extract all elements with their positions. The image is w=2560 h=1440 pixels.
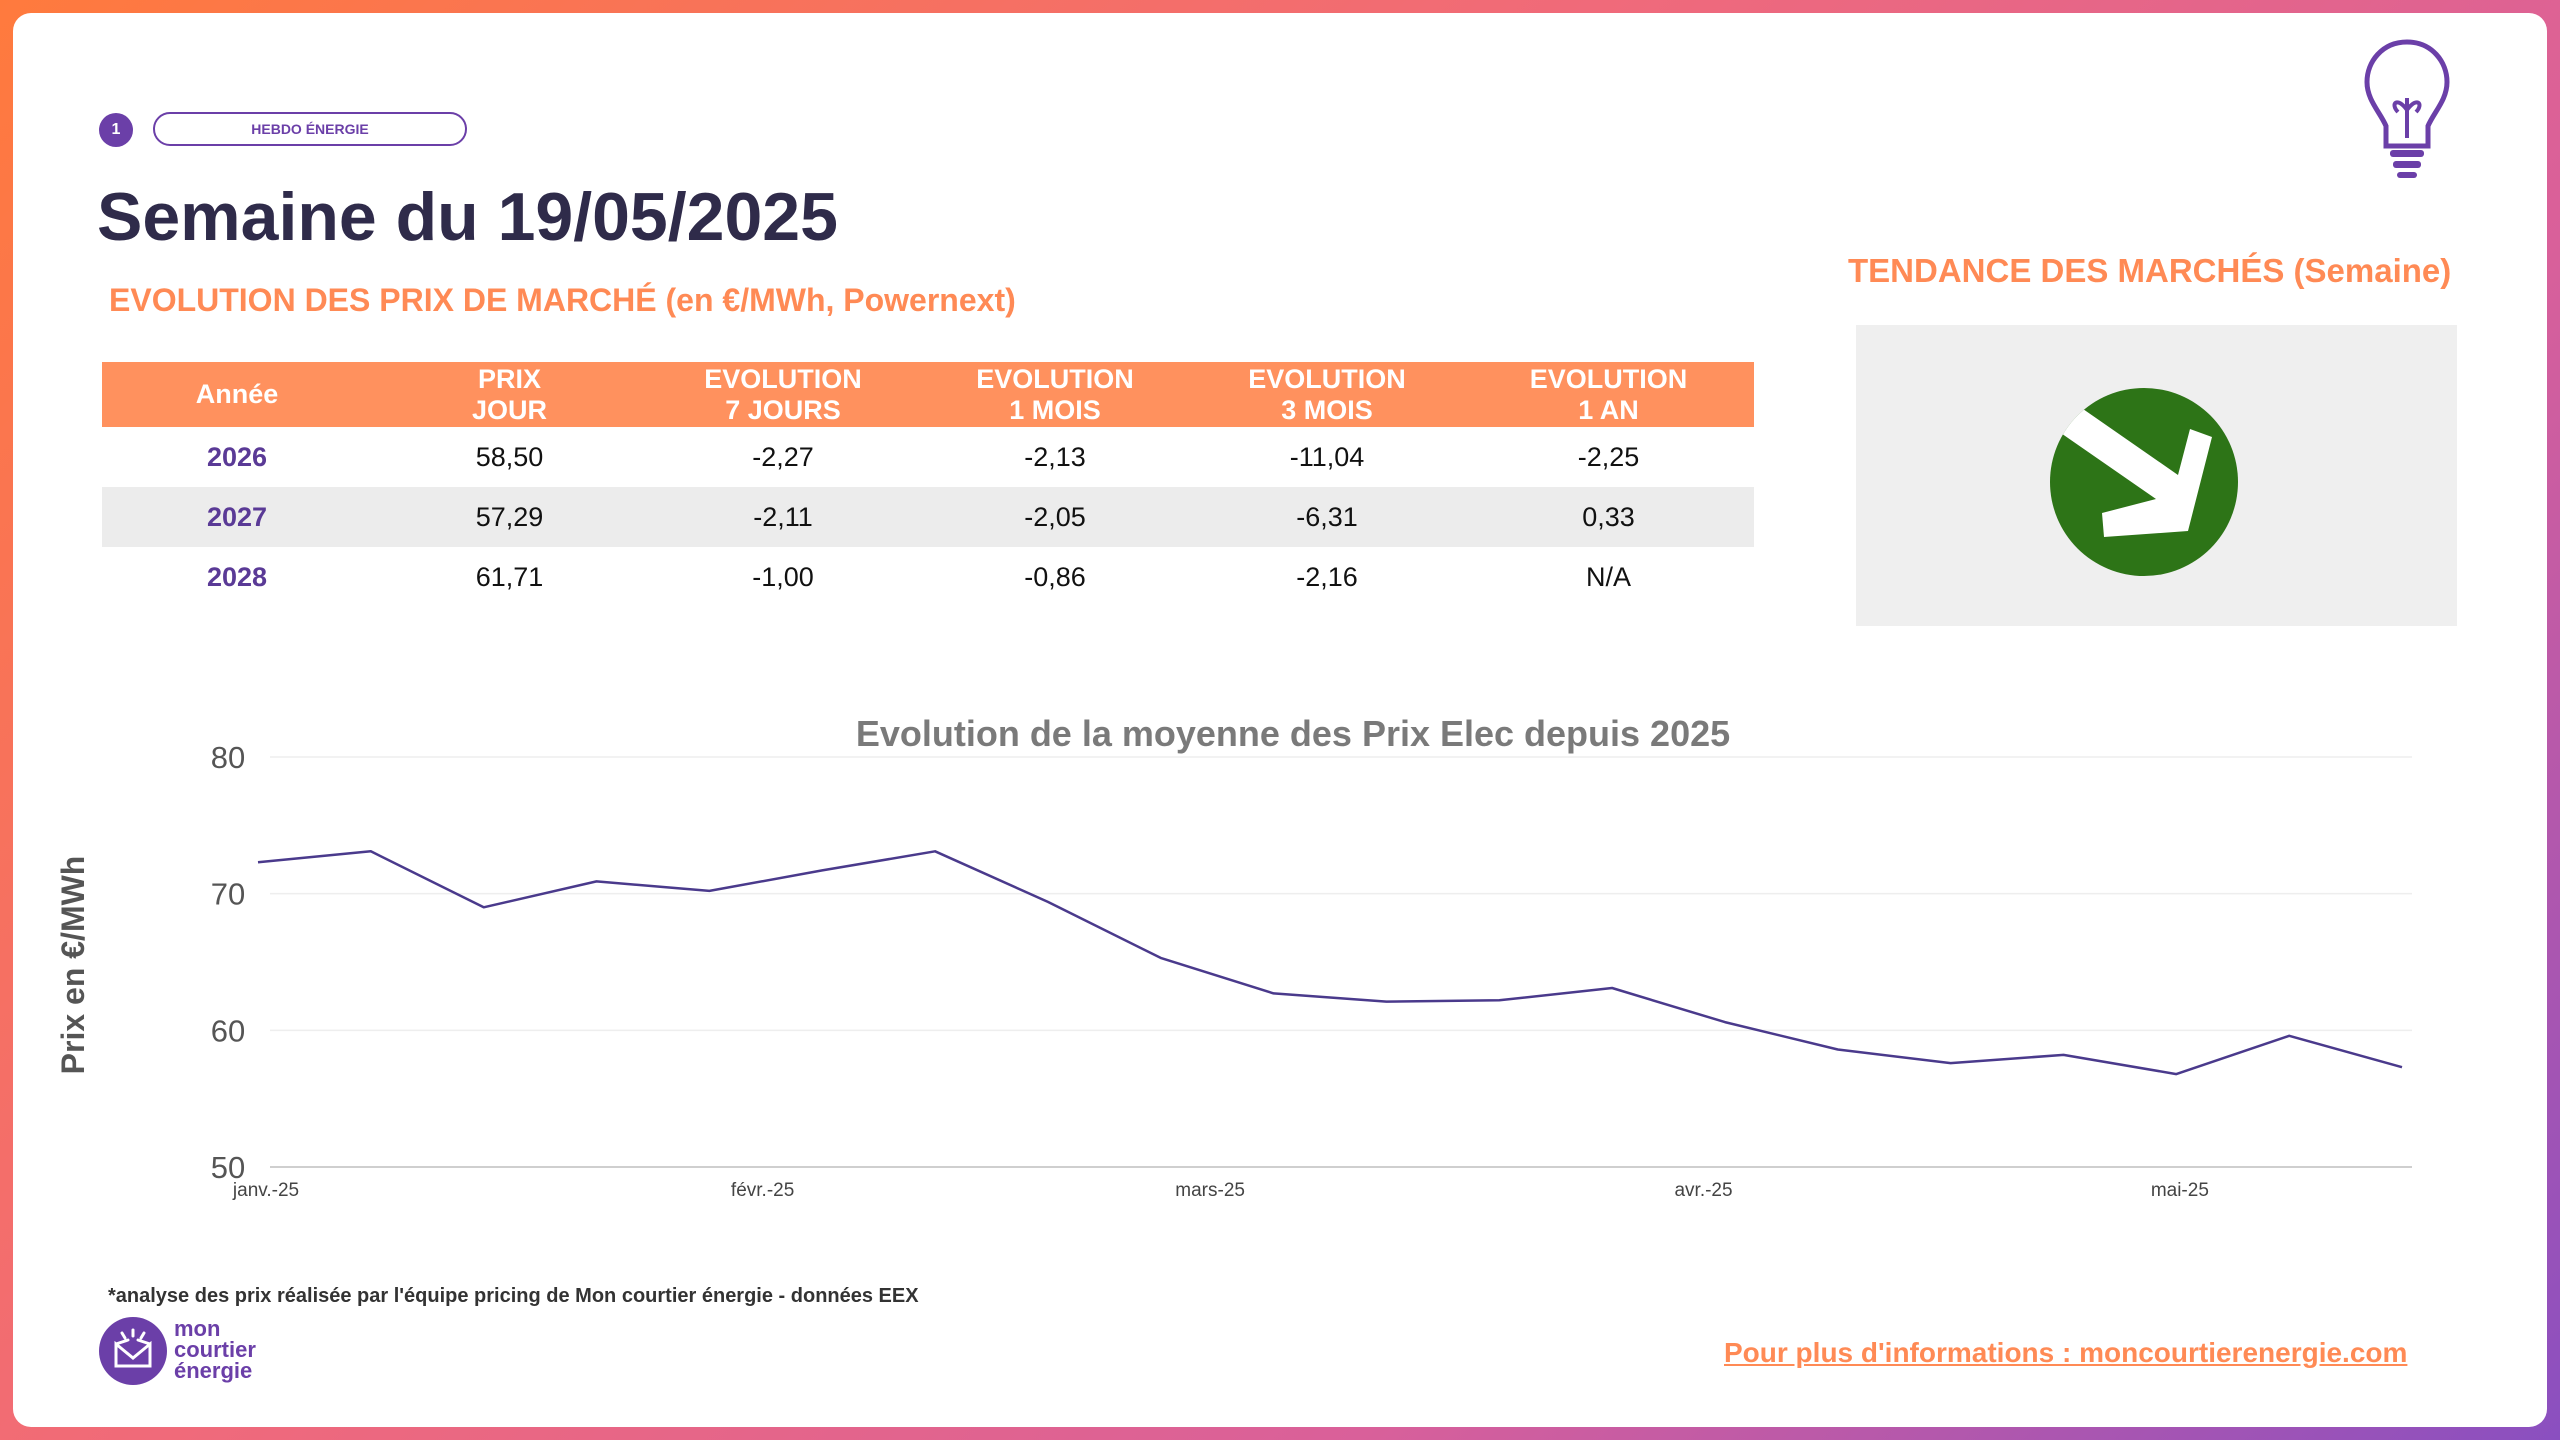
year-cell: 2028 xyxy=(206,561,268,592)
table-header-4: EVOLUTION 3 MOIS xyxy=(1191,362,1463,427)
report-card xyxy=(13,13,2547,1427)
x-tick-label: févr.-25 xyxy=(731,1180,794,1201)
y-tick-label: 60 xyxy=(211,1013,245,1048)
lightbulb-icon xyxy=(2364,39,2450,178)
y-tick-label: 50 xyxy=(211,1150,245,1185)
value-cell: 57,29 xyxy=(372,487,647,547)
section-badge: HEBDO ÉNERGIE xyxy=(153,112,467,146)
market-price-table: Année PRIX JOUR EVOLUTION 7 JOURS EVOLUTION 1 … xyxy=(102,362,1754,607)
page-title: Semaine du 19/05/2025 xyxy=(97,179,838,255)
x-tick-label: janv.-25 xyxy=(232,1180,299,1201)
chart-title: Evolution de la moyenne des Prix Elec de… xyxy=(856,713,1730,754)
value-cell: -2,05 xyxy=(919,487,1191,547)
table-title: EVOLUTION DES PRIX DE MARCHÉ (en €/MWh, … xyxy=(109,282,1016,318)
value-cell: -1,00 xyxy=(752,561,814,592)
value-cell: -2,13 xyxy=(1024,441,1086,472)
year-cell: 2026 xyxy=(206,441,268,472)
table-header-5: EVOLUTION 1 AN xyxy=(1463,362,1754,427)
value-cell: 58,50 xyxy=(475,441,544,472)
trend-panel xyxy=(1856,325,2457,626)
arrow-down-right-icon xyxy=(2050,388,2238,576)
footnote: *analyse des prix réalisée par l'équipe … xyxy=(108,1285,919,1307)
trend-title: TENDANCE DES MARCHÉS (Semaine) xyxy=(1848,252,2452,289)
brand-logo-icon xyxy=(99,1317,167,1385)
value-cell: -2,27 xyxy=(752,441,814,472)
brand-logo-text: mon courtier énergie xyxy=(174,1316,256,1383)
table-row: 2026 58,50 -2,27 -2,13 -11,04 -2,25 xyxy=(102,427,1754,487)
value-cell: -11,04 xyxy=(1289,441,1365,472)
table-header-0: Année xyxy=(102,362,372,427)
value-cell: 0,33 xyxy=(1463,487,1754,547)
x-tick-label: mars-25 xyxy=(1175,1180,1245,1201)
price-line-chart: Evolution de la moyenne des Prix Elec de… xyxy=(55,713,2412,1201)
table-header-2: EVOLUTION 7 JOURS xyxy=(647,362,919,427)
value-cell: 61,71 xyxy=(475,561,544,592)
year-cell: 2027 xyxy=(102,487,372,547)
y-tick-label: 70 xyxy=(211,877,245,912)
value-cell: -0,86 xyxy=(1024,561,1086,592)
page-number-badge: 1 xyxy=(99,113,133,147)
table-row: 2028 61,71 -1,00 -0,86 -2,16 N/A xyxy=(102,547,1754,607)
table-header-3: EVOLUTION 1 MOIS xyxy=(919,362,1191,427)
table-header-1: PRIX JOUR xyxy=(372,362,647,427)
y-axis-label: Prix en €/MWh xyxy=(55,856,91,1075)
value-cell: -6,31 xyxy=(1191,487,1463,547)
table-row: 2027 57,29 -2,11 -2,05 -6,31 0,33 xyxy=(102,487,1754,547)
x-tick-label: mai-25 xyxy=(2151,1180,2209,1201)
x-tick-label: avr.-25 xyxy=(1674,1180,1732,1201)
value-cell: -2,16 xyxy=(1296,561,1358,592)
value-cell: -2,11 xyxy=(647,487,919,547)
value-cell: N/A xyxy=(1585,561,1631,592)
more-info-link[interactable]: Pour plus d'informations : moncourtieren… xyxy=(1724,1337,2408,1368)
series-line xyxy=(257,850,2403,1076)
value-cell: -2,25 xyxy=(1577,441,1640,472)
y-tick-label: 80 xyxy=(211,740,245,775)
